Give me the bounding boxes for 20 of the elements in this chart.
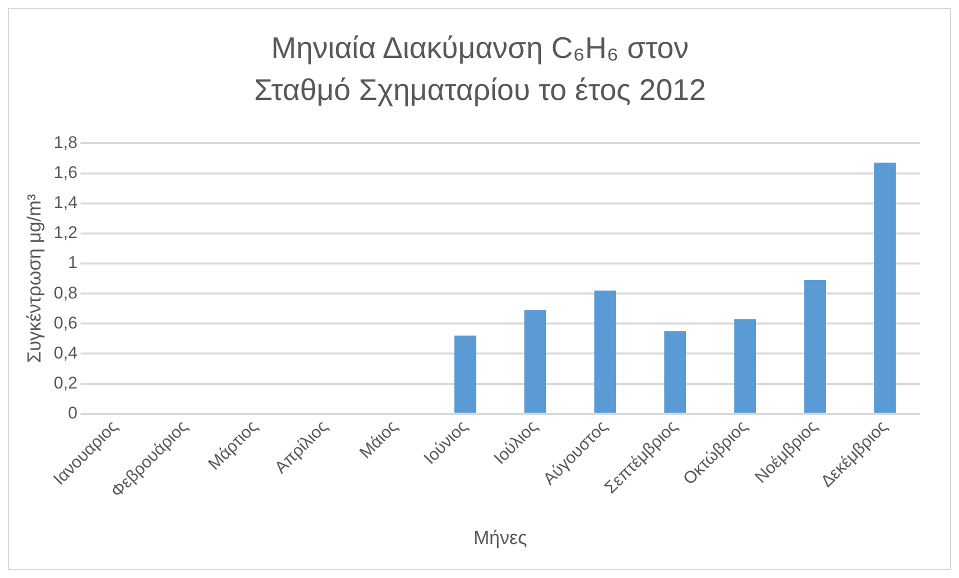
y-tick-label: 0,4 [54,343,78,362]
x-axis-title: Μήνες [473,528,527,549]
y-axis-title: Συγκέντρωση μg/m³ [24,194,46,363]
y-tick-label: 0,8 [54,283,78,302]
y-tick-label: 1,2 [54,223,78,242]
y-tick-label: 1 [68,253,78,272]
y-tick-label: 1,6 [54,162,78,182]
y-tick-label: 0,6 [54,313,78,332]
bar [804,280,826,413]
bar [664,331,686,413]
bar [524,310,546,413]
chart-title: Μηνιαία Διακύμανση C₆H₆ στον Σταθμό Σχηματαρίου το έτος 2012 [253,31,707,109]
y-tick-label: 0,2 [54,373,78,392]
bar [874,162,896,413]
bar [734,319,756,413]
bar [454,336,476,413]
y-tick-label: 1,4 [54,193,78,212]
y-tick-label: 0 [68,404,78,423]
bar [594,290,616,413]
y-tick-label: 1,8 [54,132,78,152]
